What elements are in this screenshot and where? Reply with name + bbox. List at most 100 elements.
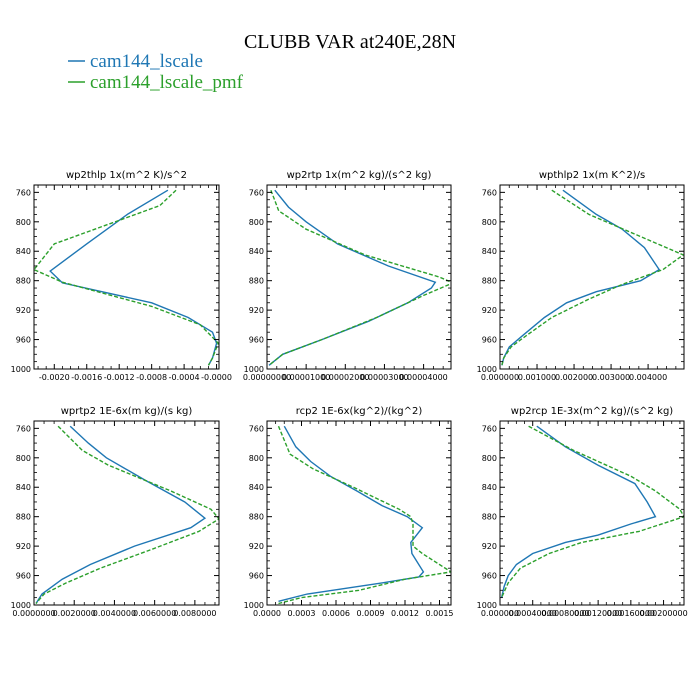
panel-title: wprtp2 1E-6x(m kg)/(s kg): [61, 406, 193, 417]
y-tick-label: 960: [249, 336, 264, 345]
series-line-cam144-lscale: [35, 425, 207, 604]
plot-frame: [33, 420, 220, 606]
x-tick-label: 0.0009: [357, 609, 385, 618]
x-tick-label: 0.00080000: [541, 609, 589, 618]
y-tick-label: 920: [482, 306, 497, 315]
y-tick-label: 880: [16, 277, 31, 286]
y-tick-label: 1000: [244, 365, 264, 374]
y-tick-label: 760: [16, 188, 31, 197]
x-tick-label: 0.00160000: [607, 609, 655, 618]
y-tick-label: 800: [482, 218, 497, 227]
y-tick-label: 880: [249, 513, 264, 522]
series-line-cam144-lscale-pmf: [35, 425, 219, 604]
y-tick-label: 920: [482, 542, 497, 551]
x-tick-label: -0.0016: [71, 373, 102, 382]
legend-label-cam144-lscale: cam144_lscale: [90, 51, 203, 72]
y-tick-label: 880: [249, 277, 264, 286]
x-tick-label: 0.00000000: [243, 373, 291, 382]
x-tick-label: -0.0000: [201, 373, 232, 382]
x-tick-label: 0.0060000: [133, 609, 176, 618]
x-tick-label: 0.00200000: [639, 609, 687, 618]
series-line-cam144-lscale: [49, 189, 218, 366]
y-tick-label: 800: [16, 218, 31, 227]
figure-title: CLUBB VAR at240E,28N: [244, 31, 456, 53]
series-line-cam144-lscale: [268, 189, 437, 366]
x-tick-label: 0.00004000: [399, 373, 447, 382]
y-tick-label: 840: [482, 483, 497, 492]
y-tick-label: 960: [16, 336, 31, 345]
plot-frame: [499, 420, 685, 606]
y-tick-label: 960: [16, 572, 31, 581]
x-tick-label: 0.0006: [322, 609, 350, 618]
plot-frame: [499, 184, 685, 370]
series-line-cam144-lscale-pmf: [268, 189, 451, 366]
y-tick-label: 760: [482, 424, 497, 433]
y-tick-label: 920: [16, 306, 31, 315]
y-tick-label: 760: [16, 424, 31, 433]
x-tick-label: 0.0003: [288, 609, 316, 618]
y-tick-label: 800: [482, 454, 497, 463]
series-line-cam144-lscale-pmf: [34, 189, 219, 366]
y-tick-label: 840: [16, 247, 31, 256]
y-tick-label: 880: [16, 513, 31, 522]
x-tick-label: 0.00002000: [321, 373, 369, 382]
panel-1: wp2thlp 1x(m^2 K)/s^2 760 800 840 880 920 960 1…: [11, 170, 232, 382]
y-tick-label: 920: [249, 542, 264, 551]
y-tick-label: 960: [482, 572, 497, 581]
y-tick-label: 840: [482, 247, 497, 256]
x-tick-label: 0.0000: [253, 609, 281, 618]
panel-title: wpthlp2 1x(m K^2)/s: [539, 170, 645, 181]
y-tick-label: 1000: [477, 365, 497, 374]
y-tick-label: 960: [249, 572, 264, 581]
y-tick-label: 920: [249, 306, 264, 315]
y-tick-label: 880: [482, 277, 497, 286]
x-tick-label: -0.0008: [136, 373, 167, 382]
panel-5: rcp2 1E-6x(kg^2)/(kg^2) 760 800 840 880 920 96…: [244, 406, 454, 618]
x-tick-label: 0.0012: [391, 609, 419, 618]
x-tick-label: 0.0080000: [173, 609, 216, 618]
x-tick-label: 0.0020000: [53, 609, 96, 618]
y-tick-label: 1000: [244, 601, 264, 610]
y-tick-label: 800: [249, 218, 264, 227]
panel-6: wp2rcp 1E-3x(m^2 kg)/(s^2 kg) 760 800 840 88…: [477, 406, 688, 618]
y-tick-label: 800: [16, 454, 31, 463]
series-line-cam144-lscale-pmf: [277, 425, 451, 605]
series-line-cam144-lscale: [278, 425, 425, 602]
x-tick-label: 0.00001000: [282, 373, 330, 382]
y-tick-label: 760: [482, 188, 497, 197]
x-tick-label: 0.000000: [481, 373, 519, 382]
x-tick-label: -0.0004: [169, 373, 200, 382]
plot-frame: [33, 184, 220, 370]
panel-title: wp2rtp 1x(m^2 kg)/(s^2 kg): [287, 170, 432, 181]
y-tick-label: 960: [482, 336, 497, 345]
x-tick-label: -0.0020: [39, 373, 70, 382]
series-line-cam144-lscale: [500, 425, 657, 598]
y-tick-label: 880: [482, 513, 497, 522]
series-line-cam144-lscale-pmf: [500, 425, 684, 598]
x-tick-label: 0.00120000: [574, 609, 622, 618]
y-tick-label: 840: [249, 483, 264, 492]
x-tick-label: -0.0012: [104, 373, 135, 382]
panel-title: wp2thlp 1x(m^2 K)/s^2: [66, 170, 187, 181]
plot-frame: [266, 420, 452, 606]
y-tick-label: 840: [16, 483, 31, 492]
x-tick-label: 0.004000: [629, 373, 667, 382]
x-tick-label: 0.00003000: [360, 373, 408, 382]
panels: wp2thlp 1x(m^2 K)/s^2 760 800 840 880 920 960 1…: [11, 170, 688, 618]
y-tick-label: 920: [16, 542, 31, 551]
panel-3: wpthlp2 1x(m K^2)/s 760 800 840 880 920 960 100…: [477, 170, 685, 382]
y-tick-label: 840: [249, 247, 264, 256]
plot-frame: [266, 184, 452, 370]
x-tick-label: 0.001000: [518, 373, 556, 382]
x-tick-label: 0.0015: [426, 609, 454, 618]
panel-title: rcp2 1E-6x(kg^2)/(kg^2): [296, 406, 423, 417]
x-tick-label: 0.000000: [481, 609, 519, 618]
y-tick-label: 760: [249, 188, 264, 197]
y-tick-label: 1000: [477, 601, 497, 610]
panel-2: wp2rtp 1x(m^2 kg)/(s^2 kg) 760 800 840 880 92…: [243, 170, 452, 382]
series-line-cam144-lscale-pmf: [501, 189, 684, 366]
legend-label-cam144-lscale-pmf: cam144_lscale_pmf: [90, 72, 244, 93]
y-tick-label: 760: [249, 424, 264, 433]
panel-4: wprtp2 1E-6x(m kg)/(s kg) 760 800 840 880 920…: [11, 406, 220, 618]
